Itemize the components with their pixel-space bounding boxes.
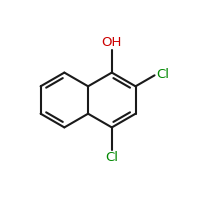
Text: OH: OH [102,36,122,49]
Text: Cl: Cl [105,151,118,164]
Text: Cl: Cl [156,68,169,81]
